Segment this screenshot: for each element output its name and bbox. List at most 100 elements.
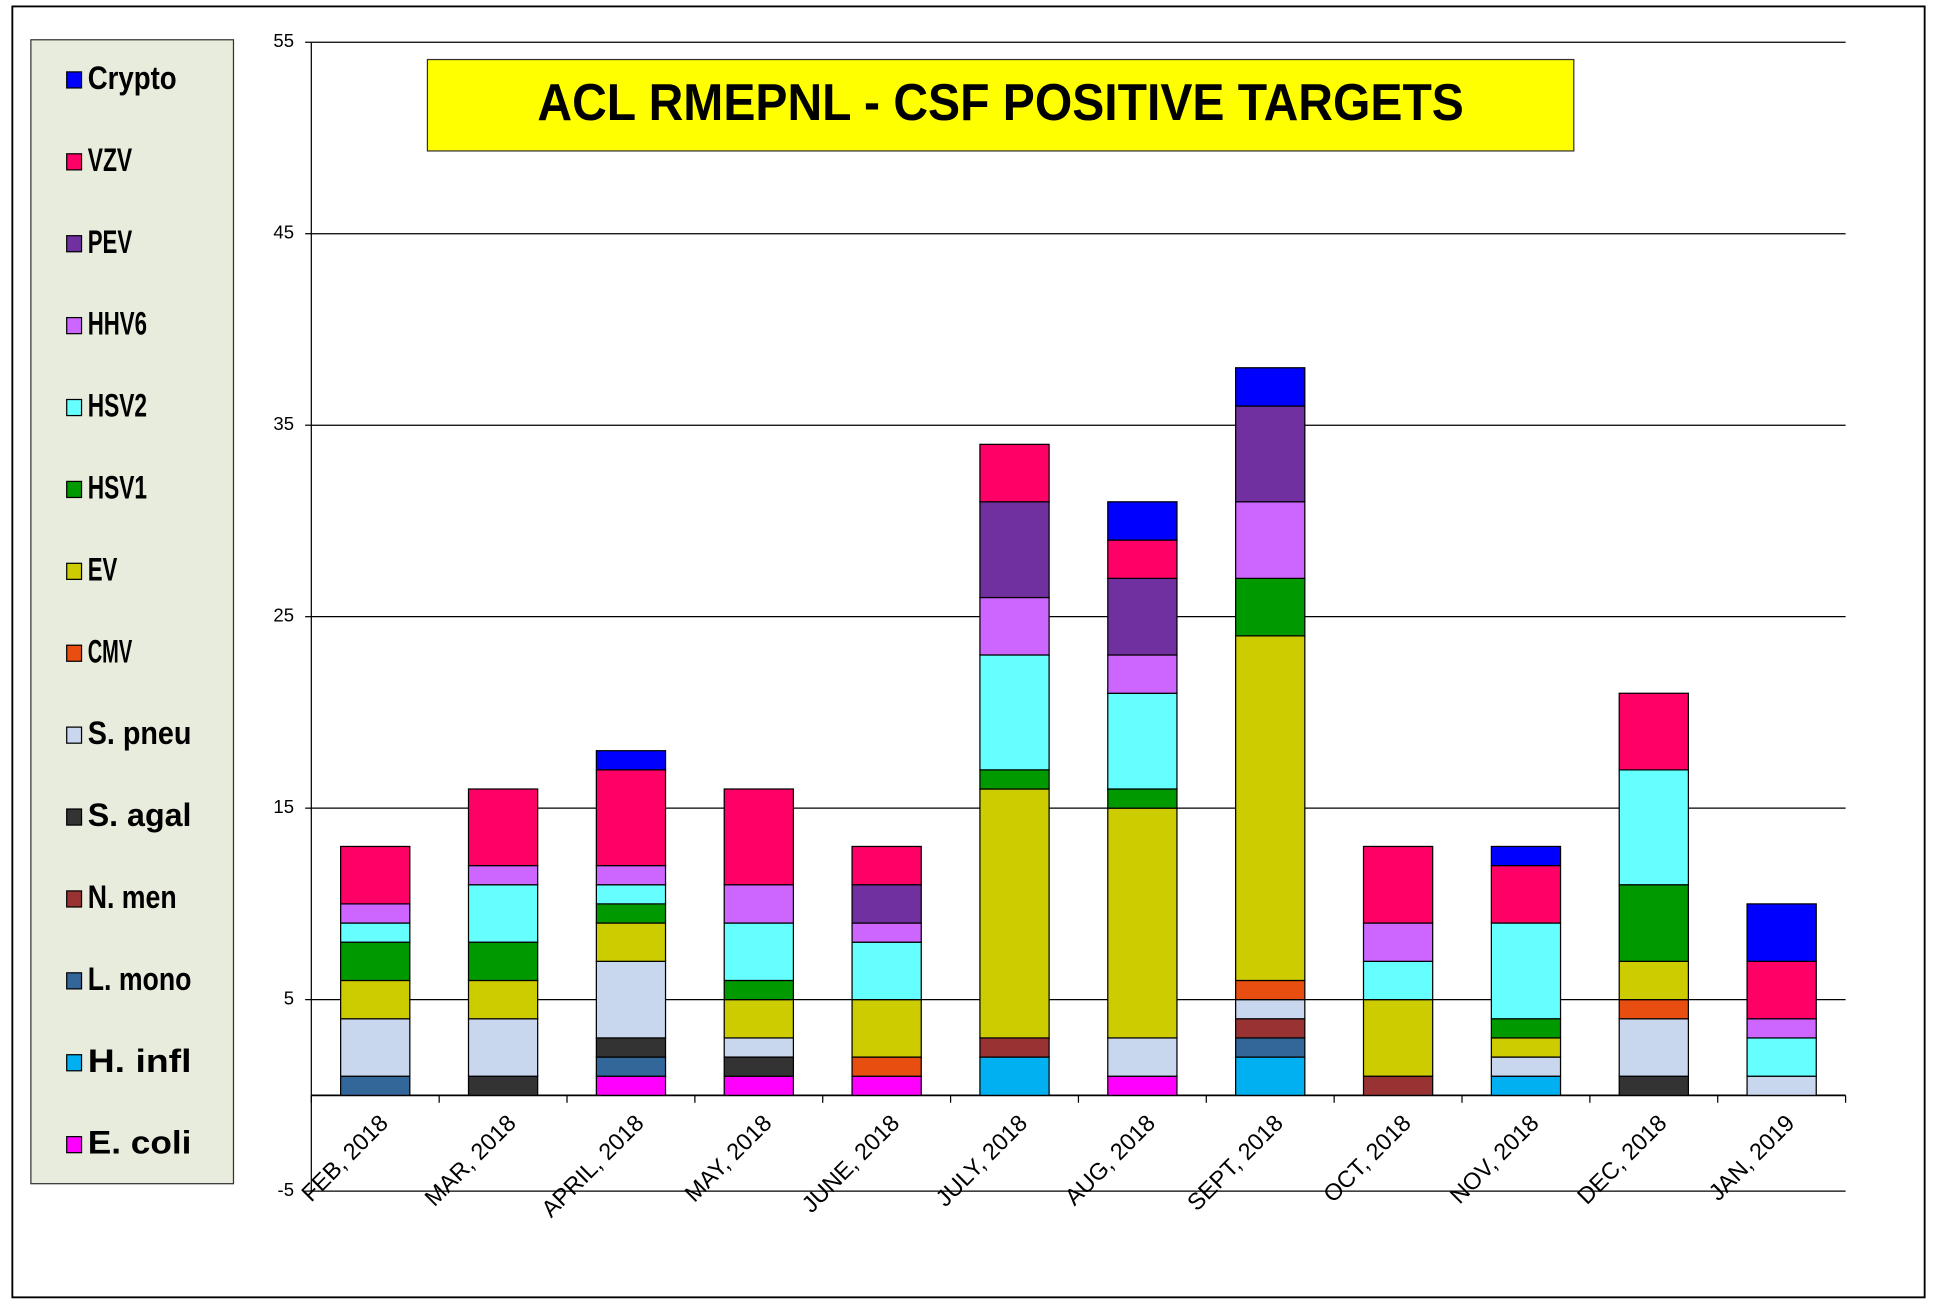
bar-segment xyxy=(595,769,667,867)
bar-segment xyxy=(1107,1075,1178,1096)
bar-segment xyxy=(851,999,922,1058)
bar-segment xyxy=(1618,769,1690,886)
bar-segment xyxy=(1618,884,1690,962)
bar-segment xyxy=(723,979,795,1001)
bar-segment xyxy=(595,864,667,886)
bar-segment xyxy=(1746,1075,1817,1096)
legend-swatch xyxy=(66,153,83,171)
chart-title: ACL RMEPNL - CSF POSITIVE TARGETS xyxy=(537,73,1463,131)
bar-segment xyxy=(340,941,411,982)
legend-swatch xyxy=(66,808,83,826)
bar-segment xyxy=(340,1018,411,1077)
bar-segment xyxy=(851,884,922,924)
legend-swatch xyxy=(66,1054,83,1072)
bar-segment xyxy=(851,1056,922,1077)
legend-swatch xyxy=(66,1136,83,1154)
legend-swatch xyxy=(66,562,83,580)
bar-segment xyxy=(979,788,1050,1039)
bar-segment xyxy=(979,596,1050,656)
y-tick-label: 15 xyxy=(273,796,294,817)
bar-segment xyxy=(340,903,411,924)
legend-swatch xyxy=(66,480,83,499)
bar-segment xyxy=(1490,864,1562,924)
bar-segment xyxy=(979,769,1050,790)
y-tick-label: 25 xyxy=(273,605,294,626)
bar-segment xyxy=(467,864,539,886)
bar-segment xyxy=(1107,788,1178,809)
bar-segment xyxy=(1490,1037,1562,1058)
legend-label: E. coli xyxy=(88,1125,192,1161)
chart-frame xyxy=(11,5,1926,1299)
legend-label: L. mono xyxy=(88,961,192,997)
bar-segment xyxy=(595,1056,667,1077)
legend-swatch xyxy=(66,726,83,744)
bar-segment xyxy=(467,884,539,943)
bar-segment xyxy=(1746,1037,1817,1077)
legend-swatch xyxy=(66,398,83,417)
bar-segment xyxy=(1107,1037,1178,1077)
bar-segment xyxy=(1107,654,1178,694)
bar-segment xyxy=(979,443,1050,503)
bar-segment xyxy=(723,884,795,924)
title-box xyxy=(426,58,1575,152)
legend-label: N. men xyxy=(88,879,177,915)
bar-segment xyxy=(340,922,411,943)
bar-segment xyxy=(979,1056,1050,1096)
legend-label: HSV1 xyxy=(88,470,147,506)
bar-segment xyxy=(1490,1075,1562,1096)
legend-box xyxy=(30,39,235,1185)
y-tick-label: 55 xyxy=(273,30,294,51)
bar-segment xyxy=(1746,1018,1817,1039)
bar-segment xyxy=(1490,845,1562,867)
bar-segment xyxy=(723,788,795,886)
bar-segment xyxy=(467,979,539,1020)
bar-segment xyxy=(467,1018,539,1077)
bar-segment xyxy=(595,922,667,962)
legend-label: HSV2 xyxy=(88,388,147,424)
bar-segment xyxy=(723,1037,795,1058)
bar-segment xyxy=(979,654,1050,771)
legend-swatch xyxy=(66,71,83,89)
bar-segment xyxy=(1235,1056,1306,1096)
bar-segment xyxy=(851,845,922,886)
bar-segment xyxy=(1490,1018,1562,1039)
bar-segment xyxy=(467,1075,539,1096)
legend-label: CMV xyxy=(88,633,133,669)
bar-segment xyxy=(1235,1018,1306,1039)
bar-segment xyxy=(1235,577,1306,637)
bar-segment xyxy=(340,845,411,905)
y-tick-label: 5 xyxy=(284,988,294,1009)
bar-segment xyxy=(723,1056,795,1077)
y-tick-label: 35 xyxy=(273,413,294,434)
bar-segment xyxy=(851,922,922,943)
bar-segment xyxy=(1235,635,1306,982)
bar-segment xyxy=(723,922,795,982)
bar-segment xyxy=(1235,367,1306,407)
bar-segment xyxy=(723,1075,795,1096)
bar-segment xyxy=(595,884,667,905)
bar-segment xyxy=(1362,960,1434,1001)
bar-segment xyxy=(1618,999,1690,1020)
legend-swatch xyxy=(66,644,83,662)
legend-swatch xyxy=(66,316,83,335)
bar-segment xyxy=(979,501,1050,599)
bar-segment xyxy=(1362,999,1434,1077)
bar-segment xyxy=(1490,1056,1562,1077)
legend-label: HHV6 xyxy=(88,306,147,342)
bar-segment xyxy=(851,941,922,1001)
legend-label: VZV xyxy=(88,142,133,178)
legend-label: H. infl xyxy=(88,1043,192,1079)
bar-segment xyxy=(595,750,667,771)
legend-label: PEV xyxy=(88,224,133,260)
bar-segment xyxy=(1235,999,1306,1020)
bar-segment xyxy=(723,999,795,1039)
y-tick-label: -5 xyxy=(278,1179,294,1200)
bar-segment xyxy=(1235,501,1306,579)
bar-segment xyxy=(1107,539,1178,579)
legend-swatch xyxy=(66,890,83,908)
bar-segment xyxy=(1746,960,1817,1020)
bar-segment xyxy=(595,1037,667,1058)
bar-segment xyxy=(1362,845,1434,924)
bar-segment xyxy=(1490,922,1562,1020)
